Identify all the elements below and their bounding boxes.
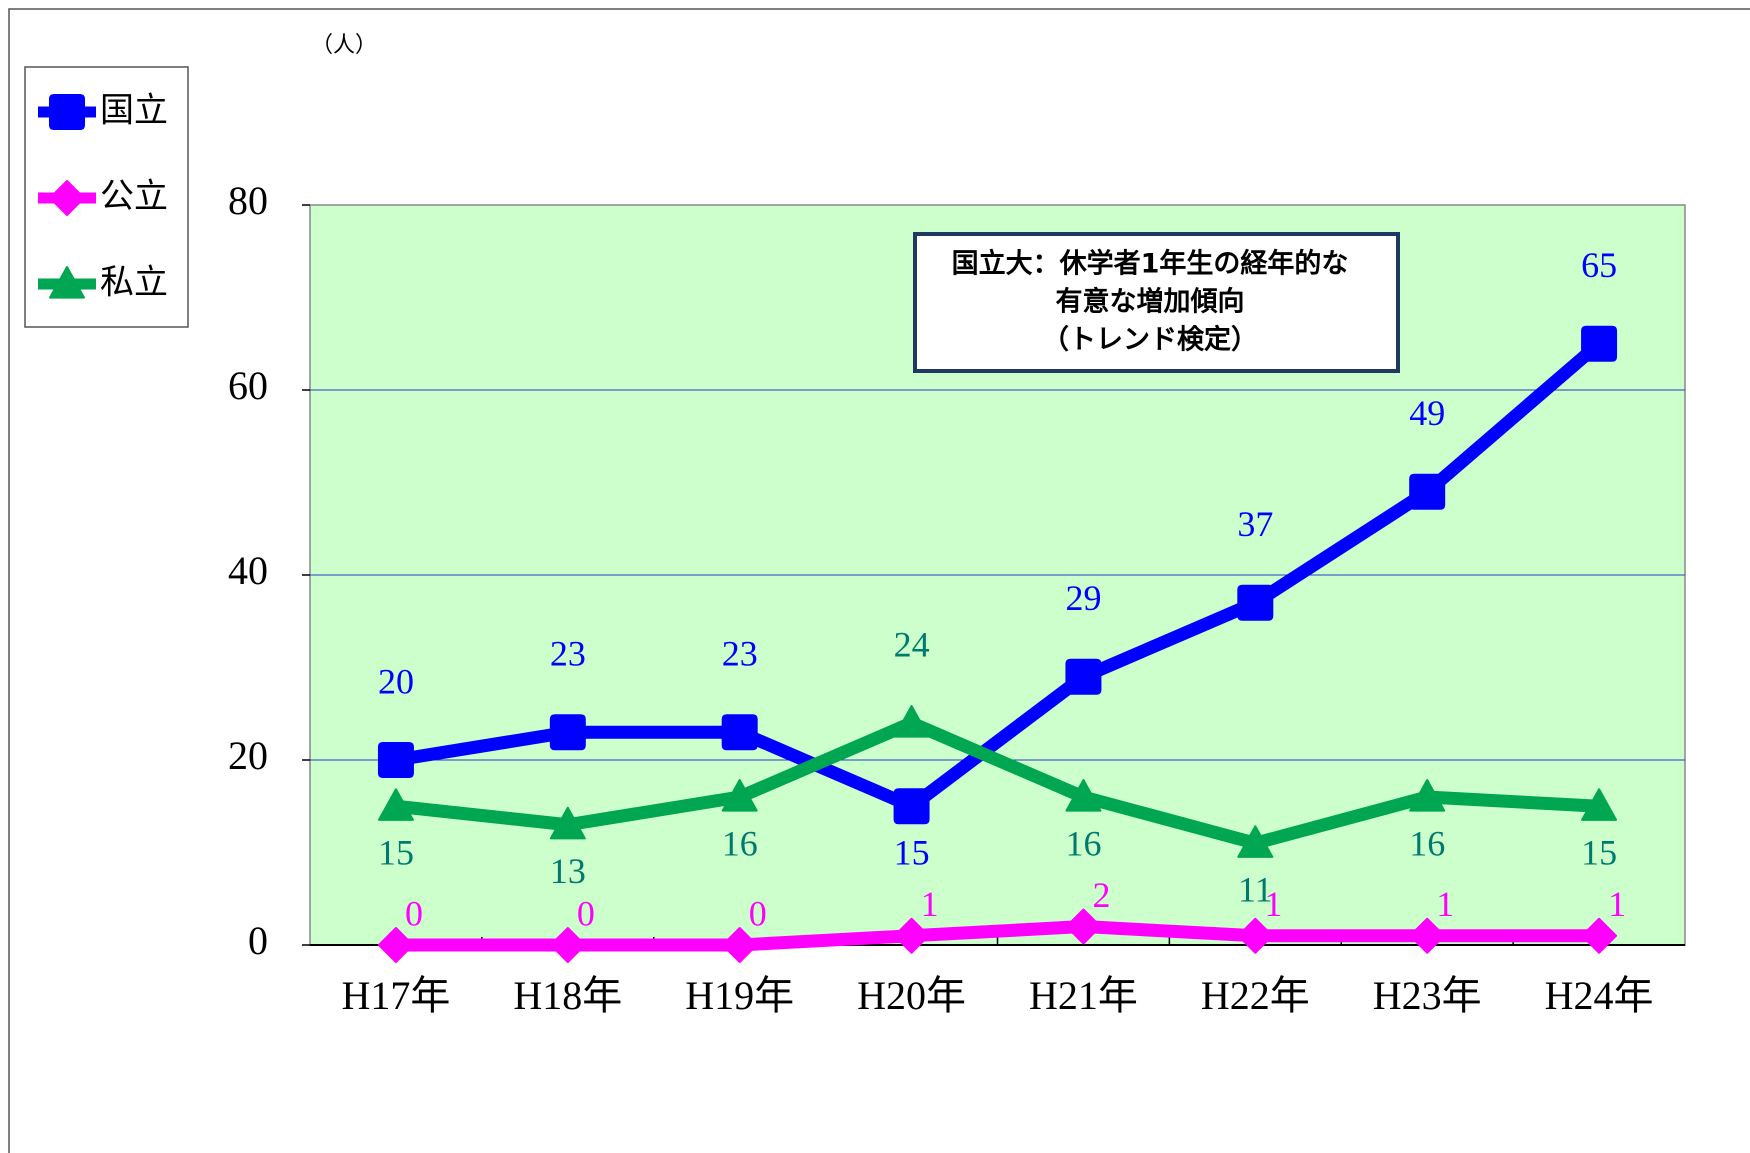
data-point xyxy=(1409,779,1446,812)
series-line xyxy=(395,716,1600,850)
data-label: 15 xyxy=(894,833,930,873)
data-label: 16 xyxy=(1065,823,1101,863)
y-unit-label: （人） xyxy=(311,32,377,57)
data-point xyxy=(1581,788,1618,821)
data-label: 0 xyxy=(577,893,595,933)
y-tick-label: 60 xyxy=(228,363,268,408)
annotation-text: 国立大：休学者1年生の経年的な xyxy=(952,248,1349,280)
series-line xyxy=(394,338,1604,813)
data-label: 0 xyxy=(405,893,423,933)
data-point xyxy=(1409,473,1446,510)
data-label: 15 xyxy=(1581,833,1617,873)
legend-marker xyxy=(49,94,85,130)
data-point xyxy=(1237,917,1274,954)
frame xyxy=(8,8,1750,1153)
data-label: 20 xyxy=(378,661,414,701)
y-tick-label: 20 xyxy=(228,733,268,778)
y-tick-label: 0 xyxy=(248,918,268,963)
x-tick-label: H18年 xyxy=(513,973,622,1018)
data-label: 1 xyxy=(1608,884,1626,924)
data-label: 49 xyxy=(1409,393,1445,433)
data-point xyxy=(377,927,414,963)
data-label: 15 xyxy=(378,833,414,873)
data-label: 29 xyxy=(1065,578,1101,618)
data-point xyxy=(1065,779,1102,812)
data-point xyxy=(377,742,414,778)
x-tick-label: H17年 xyxy=(341,973,450,1018)
y-tick-label: 40 xyxy=(228,548,268,593)
data-label: 24 xyxy=(894,624,930,664)
data-point xyxy=(1581,325,1618,362)
data-label: 23 xyxy=(722,634,758,674)
annotation-text: （トレンド検定） xyxy=(1042,324,1258,356)
data-point xyxy=(1065,658,1102,695)
legend-label: 公立 xyxy=(100,177,168,217)
y-tick-label: 80 xyxy=(228,178,268,223)
x-tick-label: H19年 xyxy=(685,973,794,1018)
data-point xyxy=(1065,908,1102,945)
data-point xyxy=(721,779,758,812)
legend-marker xyxy=(49,180,85,216)
data-label: 2 xyxy=(1092,875,1110,915)
data-label: 11 xyxy=(1238,870,1273,910)
data-point xyxy=(549,806,586,840)
legend-label: 国立 xyxy=(100,91,168,131)
data-point xyxy=(1581,917,1618,954)
data-label: 65 xyxy=(1581,245,1617,285)
series-line xyxy=(395,920,1600,952)
x-tick-label: H23年 xyxy=(1373,973,1482,1018)
annotation-box xyxy=(913,232,1400,373)
legend-marker xyxy=(49,266,85,299)
data-label: 23 xyxy=(550,634,586,674)
data-point xyxy=(1237,825,1274,858)
data-point xyxy=(721,714,758,751)
annotation-text: 有意な増加傾向 xyxy=(1056,286,1245,318)
data-point xyxy=(1237,584,1274,621)
x-tick-label: H24年 xyxy=(1545,973,1654,1018)
data-point xyxy=(893,917,930,954)
data-point xyxy=(1409,917,1446,954)
data-label: 13 xyxy=(550,851,586,891)
x-tick-label: H22年 xyxy=(1201,973,1310,1018)
data-label: 1 xyxy=(1436,884,1454,924)
data-point xyxy=(893,788,930,825)
data-label: 1 xyxy=(921,884,939,924)
data-label: 0 xyxy=(749,893,767,933)
data-point xyxy=(549,927,586,963)
data-label: 16 xyxy=(722,823,758,863)
data-point xyxy=(893,705,930,738)
data-point xyxy=(721,927,758,963)
data-label: 1 xyxy=(1264,884,1282,924)
x-tick-label: H21年 xyxy=(1029,973,1138,1018)
data-label: 37 xyxy=(1237,504,1273,544)
data-point xyxy=(377,788,414,821)
data-label: 16 xyxy=(1409,823,1445,863)
data-point xyxy=(549,714,586,751)
x-tick-label: H20年 xyxy=(857,973,966,1018)
legend-label: 私立 xyxy=(100,263,168,303)
